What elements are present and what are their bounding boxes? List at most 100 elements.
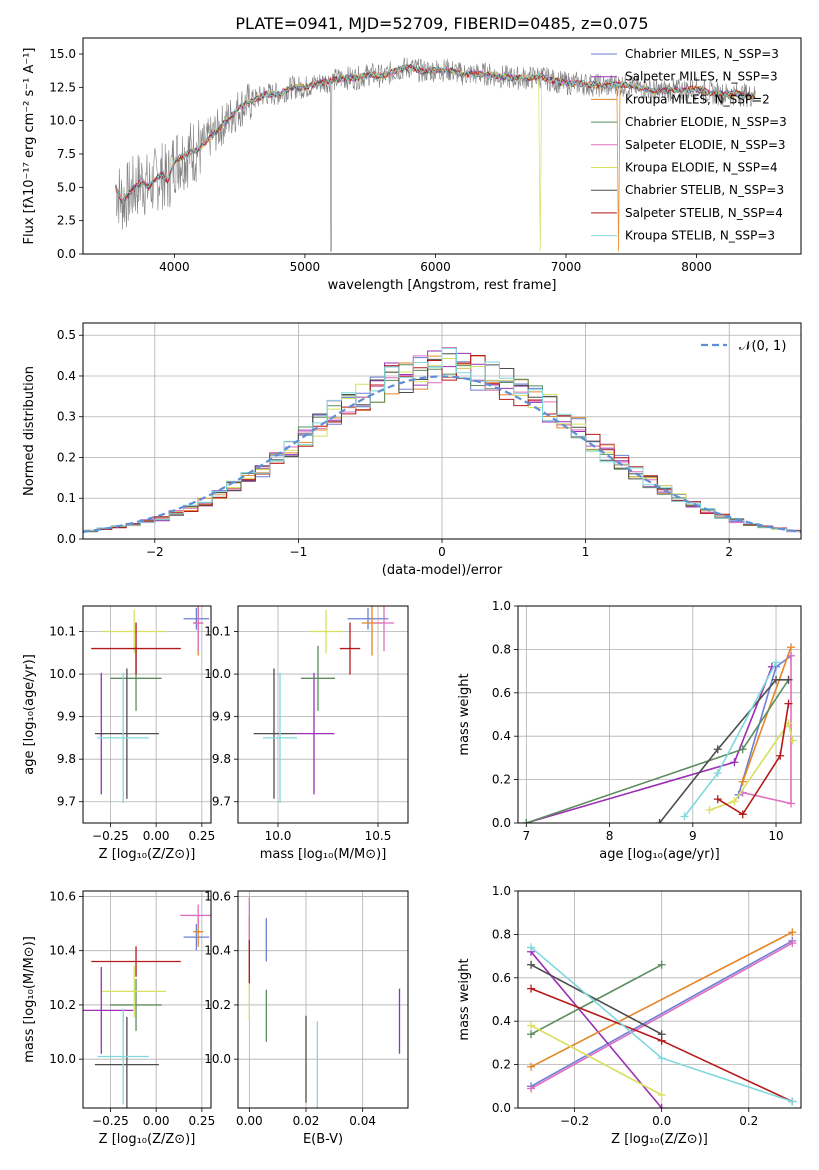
panel-z-mass: −0.25 0.00 0.25 10.0 10.2 10.4 10.6 Z [log₁₀(Z/… [22, 889, 215, 1147]
y-tick-label: 0.2 [492, 1058, 511, 1072]
x-tick-label: 6000 [420, 260, 451, 274]
y-tick-label: 0.1 [57, 491, 76, 505]
y-tick-label: 10.2 [204, 998, 231, 1012]
weight-line-2 [530, 951, 663, 1108]
histogram-step-8 [83, 355, 801, 532]
y-tick-label: 10.0 [204, 1052, 231, 1066]
legend-entry: Kroupa ELODIE, N_SSP=4 [625, 161, 778, 175]
x-tick-label: −0.25 [92, 829, 129, 843]
weight-marker [657, 1036, 666, 1045]
plot-area [518, 606, 801, 823]
legend-entry: Chabrier STELIB, N_SSP=3 [625, 183, 784, 197]
x-tick-label: −0.25 [92, 1114, 129, 1128]
weight-marker [527, 943, 536, 952]
x-axis-label: Z [log₁₀(Z/Z⊙)] [99, 847, 196, 862]
spectrum-model-line-9 [115, 63, 756, 204]
weight-marker [787, 651, 796, 660]
y-tick-label: 9.9 [212, 710, 231, 724]
weight-marker [527, 984, 536, 993]
plot-area [83, 606, 211, 823]
panels: 4000 5000 6000 7000 80000.02.55.07.510.012.5… [22, 37, 802, 1147]
y-tick-label: 10.0 [49, 114, 76, 128]
y-tick-label: 0.2 [492, 773, 511, 787]
weight-marker [772, 658, 781, 667]
y-axis-label: Normed distribution [22, 366, 37, 496]
weight-marker [713, 769, 722, 778]
x-axis-label: Z [log₁₀(Z/Z⊙)] [99, 1132, 196, 1147]
x-axis-label: (data-model)/error [382, 563, 503, 578]
y-tick-label: 7.5 [57, 147, 76, 161]
y-tick-label: 10.1 [49, 625, 76, 639]
weight-marker [738, 745, 747, 754]
weight-marker [730, 797, 739, 806]
y-tick-label: 9.7 [57, 795, 76, 809]
weight-marker [680, 812, 689, 821]
x-tick-label: 0.25 [188, 1114, 215, 1128]
y-tick-label: 0.0 [492, 816, 511, 830]
weight-marker [738, 810, 747, 819]
weight-marker [522, 819, 531, 823]
y-axis-label: Flux [fλ10⁻¹⁷ erg cm⁻² s⁻¹ A⁻¹] [22, 48, 37, 245]
y-tick-label: 10.4 [204, 944, 231, 958]
x-tick-label: 0.25 [188, 829, 215, 843]
y-tick-label: 10.6 [204, 889, 231, 903]
y-tick-label: 0.4 [57, 369, 76, 383]
weight-marker [527, 1084, 536, 1093]
y-tick-label: 10.0 [49, 1052, 76, 1066]
figure-title: PLATE=0941, MJD=52709, FIBERID=0485, z=0… [235, 14, 648, 33]
panel-residuals: −2 −1 0 1 2 0.0 0.1 0.2 0.3 0.4 0.5 (data-model)/er… [22, 322, 802, 578]
weight-marker [657, 960, 666, 969]
weight-marker [787, 799, 796, 808]
x-tick-label: 10 [768, 829, 783, 843]
y-tick-label: 10.0 [49, 667, 76, 681]
x-tick-label: 10.5 [365, 829, 392, 843]
legend-entry: Kroupa MILES, N_SSP=2 [625, 92, 770, 106]
plot-area [518, 891, 801, 1108]
weight-line-3 [741, 646, 792, 783]
y-tick-label: 0.4 [492, 1014, 511, 1028]
weight-marker [655, 819, 664, 823]
weight-line-5 [530, 942, 793, 1090]
legend-entry: Kroupa STELIB, N_SSP=3 [625, 229, 775, 243]
x-tick-label: 9 [689, 829, 697, 843]
weight-marker [657, 1104, 666, 1108]
y-tick-label: 9.9 [57, 710, 76, 724]
x-tick-label: 0.00 [143, 829, 170, 843]
y-tick-label: 9.7 [212, 795, 231, 809]
y-tick-label: 0.0 [57, 532, 76, 546]
legend-entry: Salpeter ELODIE, N_SSP=3 [625, 138, 786, 152]
y-tick-label: 9.8 [57, 752, 76, 766]
x-tick-label: 0.0 [652, 1114, 671, 1128]
y-tick-label: 0.2 [57, 450, 76, 464]
y-tick-label: 10.4 [49, 944, 76, 958]
y-tick-label: 0.8 [492, 642, 511, 656]
x-tick-label: 0.00 [236, 1114, 263, 1128]
x-tick-label: 5000 [290, 260, 321, 274]
weight-marker [657, 1054, 666, 1063]
y-tick-label: 9.8 [212, 752, 231, 766]
weight-marker [788, 928, 797, 937]
panel-z-age: −0.25 0.00 0.25 9.7 9.8 9.9 10.0 10.1 Z [log₁₀(Z… [22, 605, 215, 862]
y-tick-label: 0.5 [57, 328, 76, 342]
panel-mass-age: 10.0 10.5 9.7 9.8 9.9 10.0 10.1 mass [log₁₀(M/M… [204, 605, 409, 862]
y-tick-label: 15.0 [49, 47, 76, 61]
legend-entry: Chabrier MILES, N_SSP=3 [625, 47, 779, 61]
legend-entry: Chabrier ELODIE, N_SSP=3 [625, 115, 787, 129]
weight-marker [527, 1021, 536, 1030]
weight-line-1 [530, 940, 793, 1087]
y-tick-label: 0.0 [492, 1101, 511, 1115]
y-axis-label: mass weight [457, 958, 472, 1040]
x-tick-label: 0 [438, 545, 446, 559]
x-axis-label: age [log₁₀(age/yr)] [599, 847, 720, 862]
y-tick-label: 0.6 [492, 686, 511, 700]
legend-entry: Salpeter MILES, N_SSP=3 [625, 70, 778, 84]
weight-line-6 [709, 721, 794, 811]
weight-marker [657, 1090, 666, 1099]
x-tick-label: 7000 [551, 260, 582, 274]
weight-marker [738, 777, 747, 786]
x-tick-label: 0.04 [349, 1114, 376, 1128]
panel-ebv-mass: 0.00 0.02 0.04 10.0 10.2 10.4 10.6 E(B-V) [204, 889, 409, 1147]
weight-marker [784, 699, 793, 708]
x-tick-label: −0.2 [560, 1114, 589, 1128]
